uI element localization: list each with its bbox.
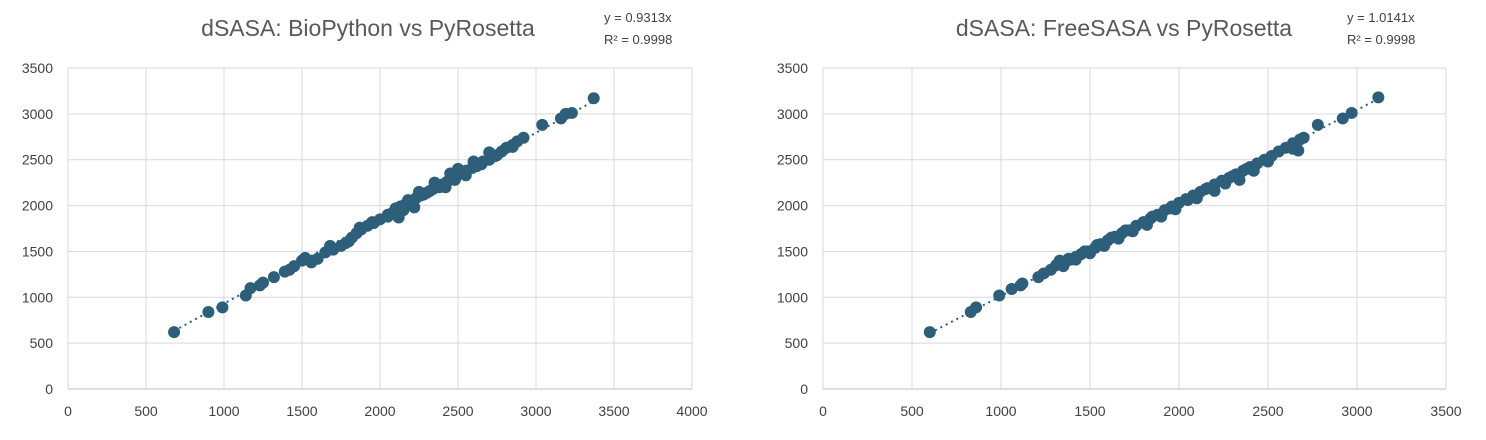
data-point xyxy=(467,155,480,168)
r-squared-label: R² = 0.9998 xyxy=(604,32,672,47)
y-tick-label: 2500 xyxy=(22,152,53,168)
x-tick-label: 1500 xyxy=(1074,403,1105,419)
x-tick-label: 3500 xyxy=(598,403,629,419)
data-point xyxy=(1155,210,1168,223)
x-tick-label: 500 xyxy=(134,403,158,419)
data-point xyxy=(1372,91,1385,104)
y-tick-label: 1000 xyxy=(22,289,53,305)
data-point xyxy=(1181,194,1194,207)
data-point xyxy=(423,184,436,197)
trendline xyxy=(929,97,1379,335)
data-point xyxy=(483,146,496,159)
data-point xyxy=(366,216,379,229)
data-point xyxy=(267,271,280,284)
data-point xyxy=(1226,170,1239,183)
x-tick-label: 1000 xyxy=(985,403,1016,419)
data-point xyxy=(339,237,352,250)
data-point xyxy=(1146,210,1159,223)
y-tick-label: 1500 xyxy=(777,243,808,259)
x-tick-label: 3000 xyxy=(520,403,551,419)
data-point xyxy=(517,131,530,144)
data-point xyxy=(1091,239,1104,252)
x-tick-label: 1500 xyxy=(286,403,317,419)
data-point xyxy=(244,282,257,295)
data-point xyxy=(257,276,269,289)
data-point xyxy=(392,211,405,224)
data-point xyxy=(1292,144,1305,157)
data-point xyxy=(1208,184,1221,197)
x-tick-label: 0 xyxy=(64,403,72,419)
y-tick-label: 1500 xyxy=(22,243,53,259)
x-tick-label: 500 xyxy=(900,403,924,419)
data-point xyxy=(448,173,461,186)
y-tick-label: 3500 xyxy=(777,60,808,76)
chart-title: dSASA: BioPython vs PyRosetta xyxy=(201,15,535,41)
data-point xyxy=(216,301,229,314)
data-point xyxy=(1119,224,1132,237)
chart-2: 0 500 1000 1500 2000 2500 3000 3500 0 500 1000 1500… xyxy=(777,10,1462,419)
x-tick-label: 3000 xyxy=(1341,403,1372,419)
data-point xyxy=(587,92,600,105)
data-point xyxy=(439,181,452,194)
y-tick-label: 0 xyxy=(45,381,53,397)
x-tick-label: 2000 xyxy=(364,403,395,419)
data-point xyxy=(1190,192,1203,205)
x-tick-label: 2500 xyxy=(442,403,473,419)
data-point xyxy=(202,305,215,318)
data-point xyxy=(353,221,366,234)
data-point xyxy=(1311,118,1324,131)
y-tick-label: 0 xyxy=(800,381,808,397)
data-point xyxy=(993,289,1006,302)
x-tick-label: 2500 xyxy=(1252,403,1283,419)
chart-title: dSASA: FreeSASA vs PyRosetta xyxy=(956,15,1292,41)
y-tick-label: 1000 xyxy=(777,289,808,305)
data-point xyxy=(408,201,421,214)
data-point xyxy=(1062,252,1075,265)
x-tick-label: 0 xyxy=(819,403,827,419)
data-point xyxy=(536,118,549,131)
x-tick-label: 2000 xyxy=(1163,403,1194,419)
r-squared-label: R² = 0.9998 xyxy=(1347,32,1415,47)
y-tick-label: 500 xyxy=(30,335,54,351)
chart-1: 0 500 1000 1500 2000 2500 3000 3500 4000 0 500 1000… xyxy=(22,10,708,419)
y-tick-label: 2500 xyxy=(777,152,808,168)
y-tick-label: 3000 xyxy=(22,106,53,122)
y-tick-label: 3000 xyxy=(777,106,808,122)
data-point xyxy=(1199,183,1212,196)
data-point xyxy=(381,208,394,221)
data-point xyxy=(324,239,337,252)
data-point xyxy=(452,162,464,175)
trendline xyxy=(173,100,595,332)
x-tick-label: 1000 xyxy=(208,403,239,419)
trendline-equation: y = 1.0141x xyxy=(1347,10,1415,25)
data-point xyxy=(168,326,181,339)
y-tick-label: 2000 xyxy=(22,198,53,214)
data-point xyxy=(1240,162,1253,175)
data-point xyxy=(1262,155,1274,168)
data-point xyxy=(506,140,519,153)
trendline-equation: y = 0.9313x xyxy=(604,10,672,25)
y-tick-label: 2000 xyxy=(777,198,808,214)
data-point xyxy=(1016,277,1029,290)
x-tick-label: 4000 xyxy=(676,403,707,419)
x-tick-label: 3500 xyxy=(1430,403,1461,419)
y-tick-label: 3500 xyxy=(22,60,53,76)
data-point xyxy=(565,106,578,119)
y-tick-label: 500 xyxy=(785,335,809,351)
data-point xyxy=(970,301,983,314)
